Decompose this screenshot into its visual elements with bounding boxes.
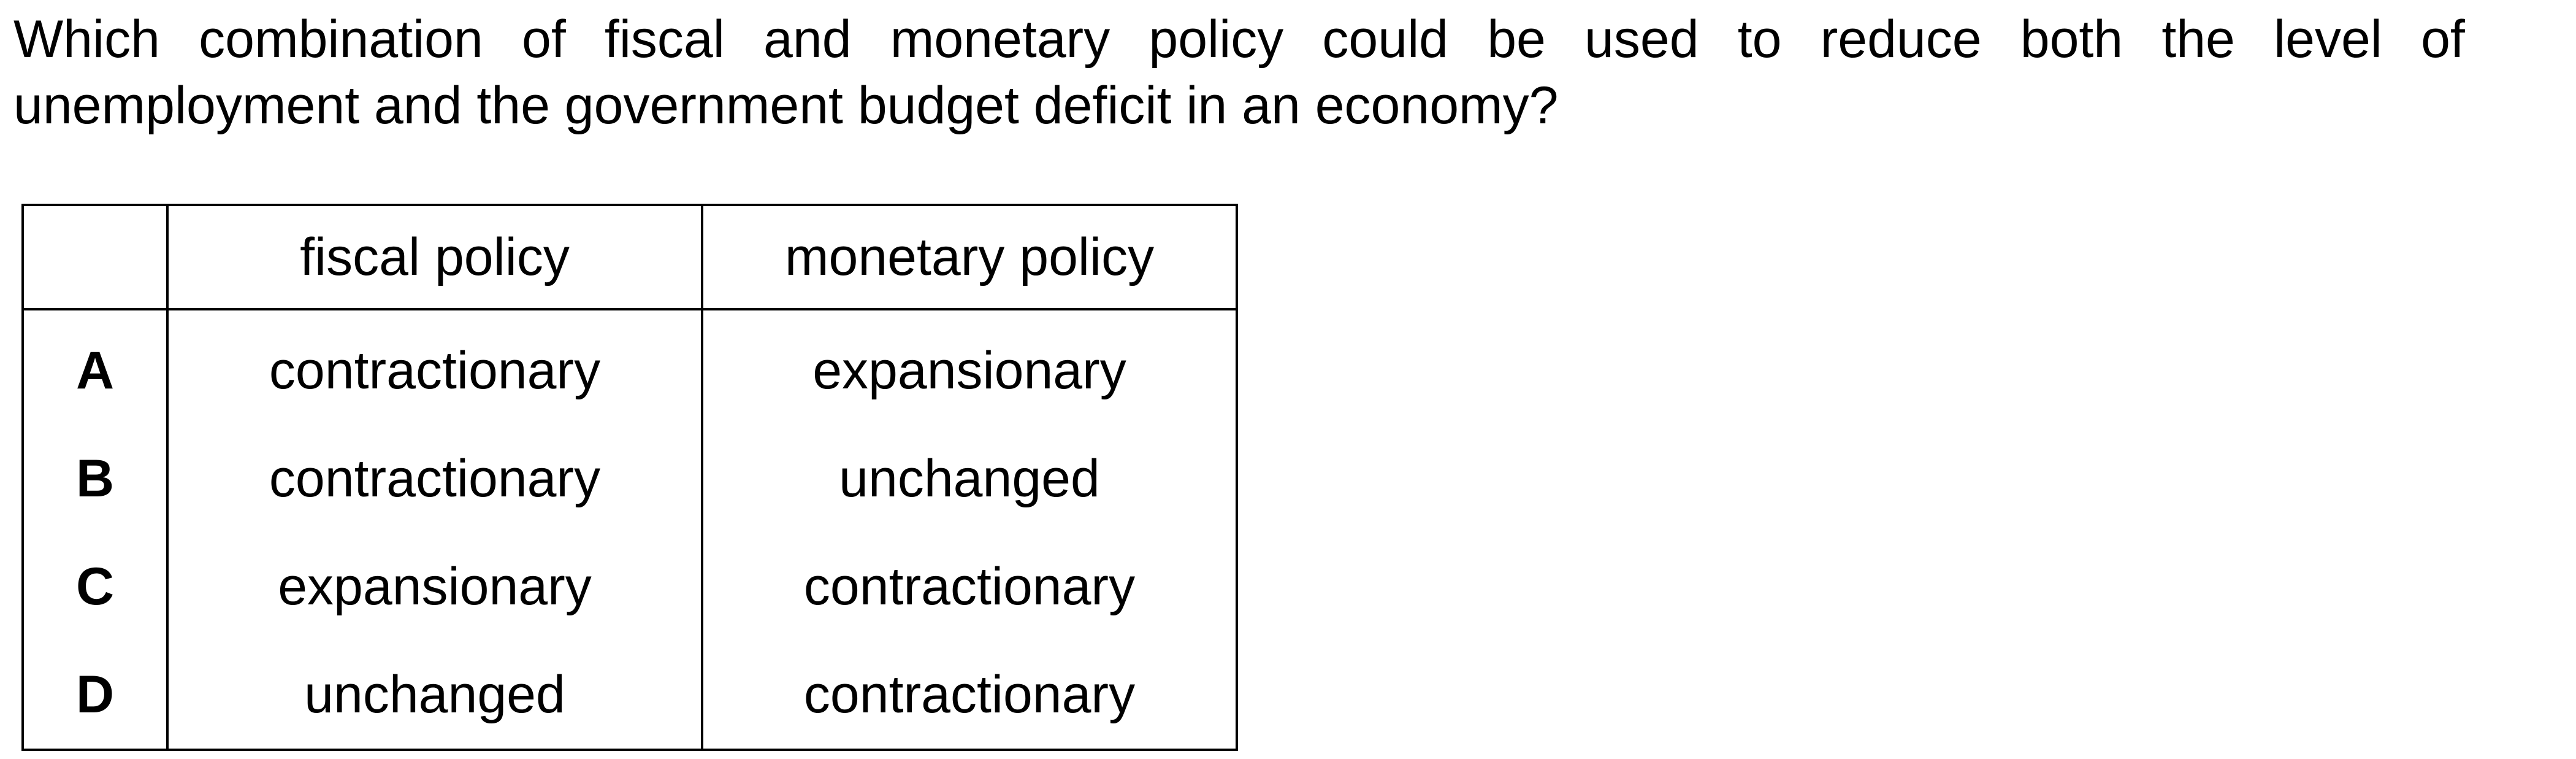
question-text: Which combination of fiscal and monetary… (13, 6, 2466, 139)
question-line-1: Which combination of fiscal and monetary… (13, 6, 2465, 72)
option-row-d[interactable]: D unchanged contractionary (21, 641, 1238, 751)
question-word: and (763, 10, 852, 69)
option-letter: D (21, 641, 169, 751)
question-line-2: unemployment and the government budget d… (13, 76, 1559, 135)
monetary-policy-cell: expansionary (701, 309, 1238, 425)
question-word: both (2020, 10, 2123, 69)
question-word: the (2161, 10, 2235, 69)
option-row-a[interactable]: A contractionary expansionary (21, 309, 1238, 425)
question-word: combination (199, 10, 483, 69)
header-letter-cell (21, 204, 169, 310)
question-word: of (2421, 10, 2465, 69)
option-letter: C (21, 533, 169, 641)
header-fiscal-policy: fiscal policy (166, 204, 703, 310)
option-letter: B (21, 425, 169, 533)
answer-options-table: fiscal policy monetary policy A contract… (21, 204, 1238, 751)
question-word: policy (1148, 10, 1284, 69)
question-word: to (1737, 10, 1782, 69)
monetary-policy-cell: contractionary (701, 533, 1238, 641)
question-word: could (1322, 10, 1449, 69)
option-row-c[interactable]: C expansionary contractionary (21, 533, 1238, 641)
question-word: monetary (890, 10, 1110, 69)
fiscal-policy-cell: contractionary (166, 425, 703, 533)
question-word: level (2274, 10, 2382, 69)
question-word: be (1487, 10, 1546, 69)
header-monetary-policy: monetary policy (701, 204, 1238, 310)
fiscal-policy-cell: expansionary (166, 533, 703, 641)
question-word: Which (13, 10, 160, 69)
monetary-policy-cell: contractionary (701, 641, 1238, 751)
question-word: reduce (1820, 10, 1982, 69)
monetary-policy-cell: unchanged (701, 425, 1238, 533)
table-header-row: fiscal policy monetary policy (21, 204, 1238, 310)
question-word: of (522, 10, 566, 69)
question-word: used (1584, 10, 1699, 69)
fiscal-policy-cell: unchanged (166, 641, 703, 751)
option-letter: A (21, 309, 169, 425)
question-word: fiscal (604, 10, 725, 69)
option-row-b[interactable]: B contractionary unchanged (21, 425, 1238, 533)
fiscal-policy-cell: contractionary (166, 309, 703, 425)
